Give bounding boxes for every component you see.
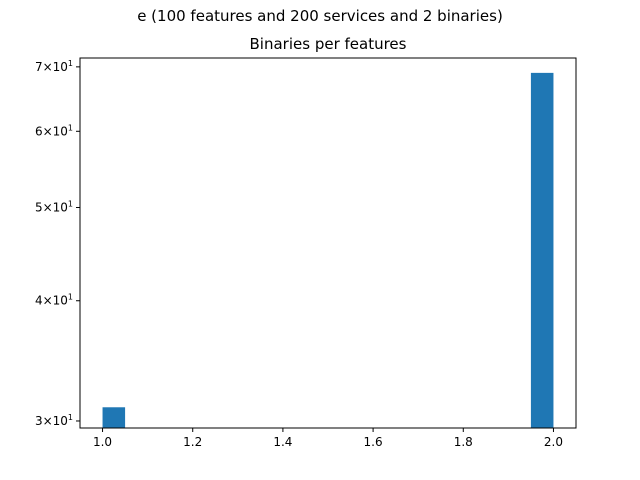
figure-suptitle: e (100 features and 200 services and 2 b… xyxy=(137,7,503,25)
x-tick-label-2: 1.4 xyxy=(273,435,292,449)
chart-title: Binaries per features xyxy=(250,35,407,53)
bar-1 xyxy=(530,72,554,428)
x-tick-label-5: 2.0 xyxy=(544,435,563,449)
x-tick-label-3: 1.6 xyxy=(364,435,383,449)
y-tick-label-1: 4×101 xyxy=(35,293,73,308)
y-tick-label-4: 7×101 xyxy=(35,59,73,74)
y-tick-label-2: 5×101 xyxy=(35,199,73,214)
x-tick-label-4: 1.8 xyxy=(454,435,473,449)
y-tick-label-3: 6×101 xyxy=(35,123,73,138)
x-tick-label-1: 1.2 xyxy=(183,435,202,449)
y-tick-label-0: 3×101 xyxy=(35,413,73,428)
bar-0 xyxy=(102,407,126,428)
x-tick-label-0: 1.0 xyxy=(93,435,112,449)
plot-area-frame xyxy=(79,57,577,429)
